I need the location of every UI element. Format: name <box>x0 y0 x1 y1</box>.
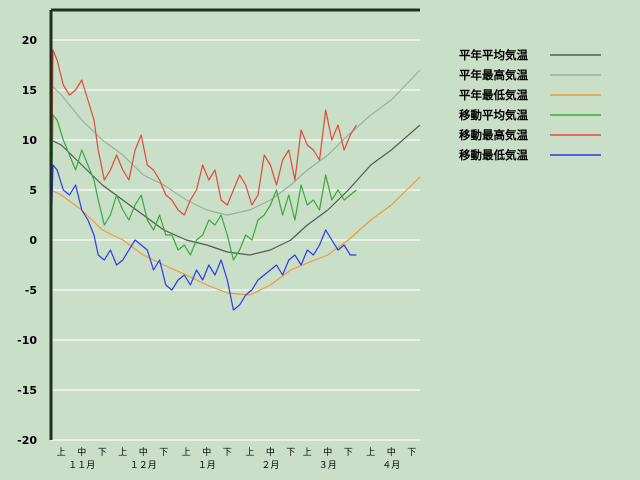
series-line <box>50 124 421 256</box>
x-tick-label: 下 <box>407 448 416 458</box>
legend-label: 平年最低気温 <box>459 88 528 102</box>
legend-label: 移動平均気温 <box>459 108 528 122</box>
y-tick-label: 20 <box>22 34 38 47</box>
month-label: ２月 <box>261 460 279 471</box>
x-tick-labels: 上中下上中下上中下上中下上中下上中下１１月 １２月 １月 ２月 ３月 ４月 <box>57 446 417 471</box>
x-tick-label: 中 <box>202 446 211 458</box>
month-label: ３月 <box>319 460 337 471</box>
legend-label: 平年最高気温 <box>459 68 528 82</box>
x-tick-label: 上 <box>366 447 375 458</box>
axes <box>49 8 420 440</box>
series-line <box>50 49 357 241</box>
x-tick-label: 下 <box>286 448 295 458</box>
series-lines <box>50 49 421 311</box>
x-tick-label: 上 <box>57 447 66 458</box>
x-tick-label: 上 <box>303 447 312 458</box>
legend-label: 移動最高気温 <box>459 128 528 142</box>
x-tick-label: 中 <box>77 446 86 458</box>
month-label: ４月 <box>382 460 400 471</box>
legend-label: 平年平均気温 <box>459 48 528 62</box>
gridlines <box>51 39 420 441</box>
y-tick-labels: 20 15 10 5 0 -5 -10 -15 -20 <box>17 34 37 447</box>
legend-label: 移動最低気温 <box>459 148 528 162</box>
y-tick-label: 10 <box>22 134 38 147</box>
month-label: １１月 <box>68 460 95 471</box>
month-label: １２月 <box>130 460 157 471</box>
y-tick-label: 5 <box>29 184 37 197</box>
series-line <box>50 176 421 296</box>
series-line <box>50 114 357 261</box>
x-tick-label: 上 <box>182 447 191 458</box>
x-tick-label: 中 <box>266 446 275 458</box>
x-tick-label: 中 <box>323 446 332 458</box>
month-label: １月 <box>198 460 216 471</box>
x-tick-label: 中 <box>387 446 396 458</box>
x-tick-label: 上 <box>245 447 254 458</box>
x-tick-label: 下 <box>344 448 353 458</box>
y-tick-label: -5 <box>25 284 37 297</box>
x-tick-label: 下 <box>159 448 168 458</box>
series-line <box>50 164 357 311</box>
y-tick-label: -20 <box>17 434 37 447</box>
x-tick-label: 中 <box>139 446 148 458</box>
series-line <box>50 69 421 216</box>
y-tick-label: -10 <box>17 334 37 347</box>
x-tick-label: 下 <box>223 448 232 458</box>
y-tick-label: 0 <box>29 234 37 247</box>
x-tick-label: 上 <box>118 447 127 458</box>
x-tick-label: 下 <box>98 448 107 458</box>
y-tick-label: 15 <box>22 84 37 97</box>
y-tick-label: -15 <box>17 384 37 397</box>
